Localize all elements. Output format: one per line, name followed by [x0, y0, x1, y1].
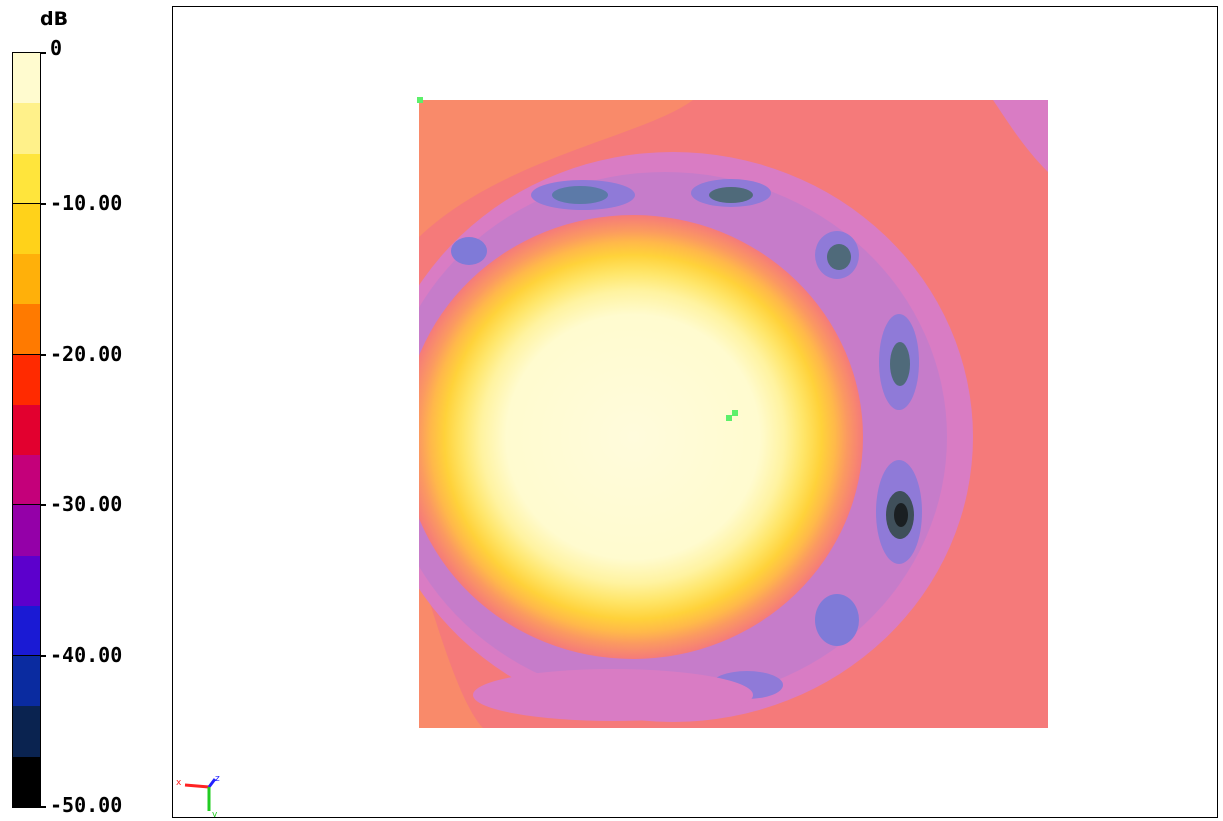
colorbar-tick: [41, 655, 46, 658]
colorbar-swatch: [13, 153, 40, 205]
contour-field: [419, 100, 1048, 728]
colorbar-tick: [41, 504, 46, 507]
colorbar-swatch: [13, 656, 40, 707]
z-axis-label: z: [215, 774, 220, 784]
axis-triad: x z y: [176, 774, 220, 817]
colorbar-swatch: [13, 404, 40, 456]
colorbar-legend: dB 0 -10.00 -20.00 -30.00 -40.00 -50.00: [0, 0, 170, 821]
y-axis-label: y: [212, 810, 218, 817]
sidelobe-ring-lower: [473, 669, 753, 721]
marker-point: [417, 97, 423, 103]
colorbar-tick: [41, 353, 46, 356]
colorbar-swatch: [13, 254, 40, 305]
colorbar-tick-label: -40.00: [50, 643, 123, 668]
colorbar-swatch: [13, 706, 40, 758]
z-axis-line: [207, 778, 217, 788]
x-axis-line: [184, 783, 210, 789]
sidelobe-null: [552, 186, 608, 204]
colorbar-swatch: [13, 203, 40, 255]
colorbar-tick-label: -10.00: [50, 190, 123, 215]
colorbar-tick-label: -50.00: [50, 793, 123, 817]
marker-point: [726, 415, 732, 421]
colorbar-level-line: [12, 202, 41, 204]
colorbar-tick-label: 0: [50, 36, 63, 60]
colorbar-swatch: [13, 455, 40, 506]
colorbar-swatch: [13, 505, 40, 557]
sidelobe-pocket: [815, 594, 859, 646]
x-axis-label: x: [176, 778, 182, 788]
colorbar-tick: [41, 202, 46, 205]
sidelobe-null: [709, 187, 753, 203]
sidelobe-null: [827, 244, 851, 270]
colorbar-swatch: [13, 354, 40, 406]
colorbar-tick-label: -30.00: [50, 492, 123, 517]
contour-plot: [417, 97, 1048, 728]
colorbar-swatch: [13, 605, 40, 657]
colorbar-swatch: [13, 53, 40, 104]
colorbar-tick: [41, 806, 46, 808]
colorbar-level-line: [12, 504, 41, 506]
colorbar-swatch: [13, 103, 40, 155]
field-region-upper-right: [993, 100, 1048, 172]
colorbar-tick-label: -20.00: [50, 341, 123, 366]
colorbar-level-line: [12, 655, 41, 657]
colorbar: [12, 52, 41, 808]
colorbar-swatch: [13, 555, 40, 607]
sidelobe-null-deep: [894, 503, 908, 527]
colorbar-swatch: [13, 756, 40, 808]
field-region-upper-left: [419, 100, 693, 237]
sidelobe-pocket: [451, 237, 487, 265]
colorbar-swatch: [13, 304, 40, 356]
sidelobe-null: [890, 342, 910, 386]
marker-point: [732, 410, 738, 416]
colorbar-level-line: [12, 353, 41, 355]
plot-area: x z y: [172, 6, 1218, 818]
colorbar-tick: [41, 52, 46, 54]
field-region-lower-left: [419, 567, 483, 728]
main-lobe: [419, 215, 863, 659]
legend-unit-label: dB: [40, 8, 69, 30]
